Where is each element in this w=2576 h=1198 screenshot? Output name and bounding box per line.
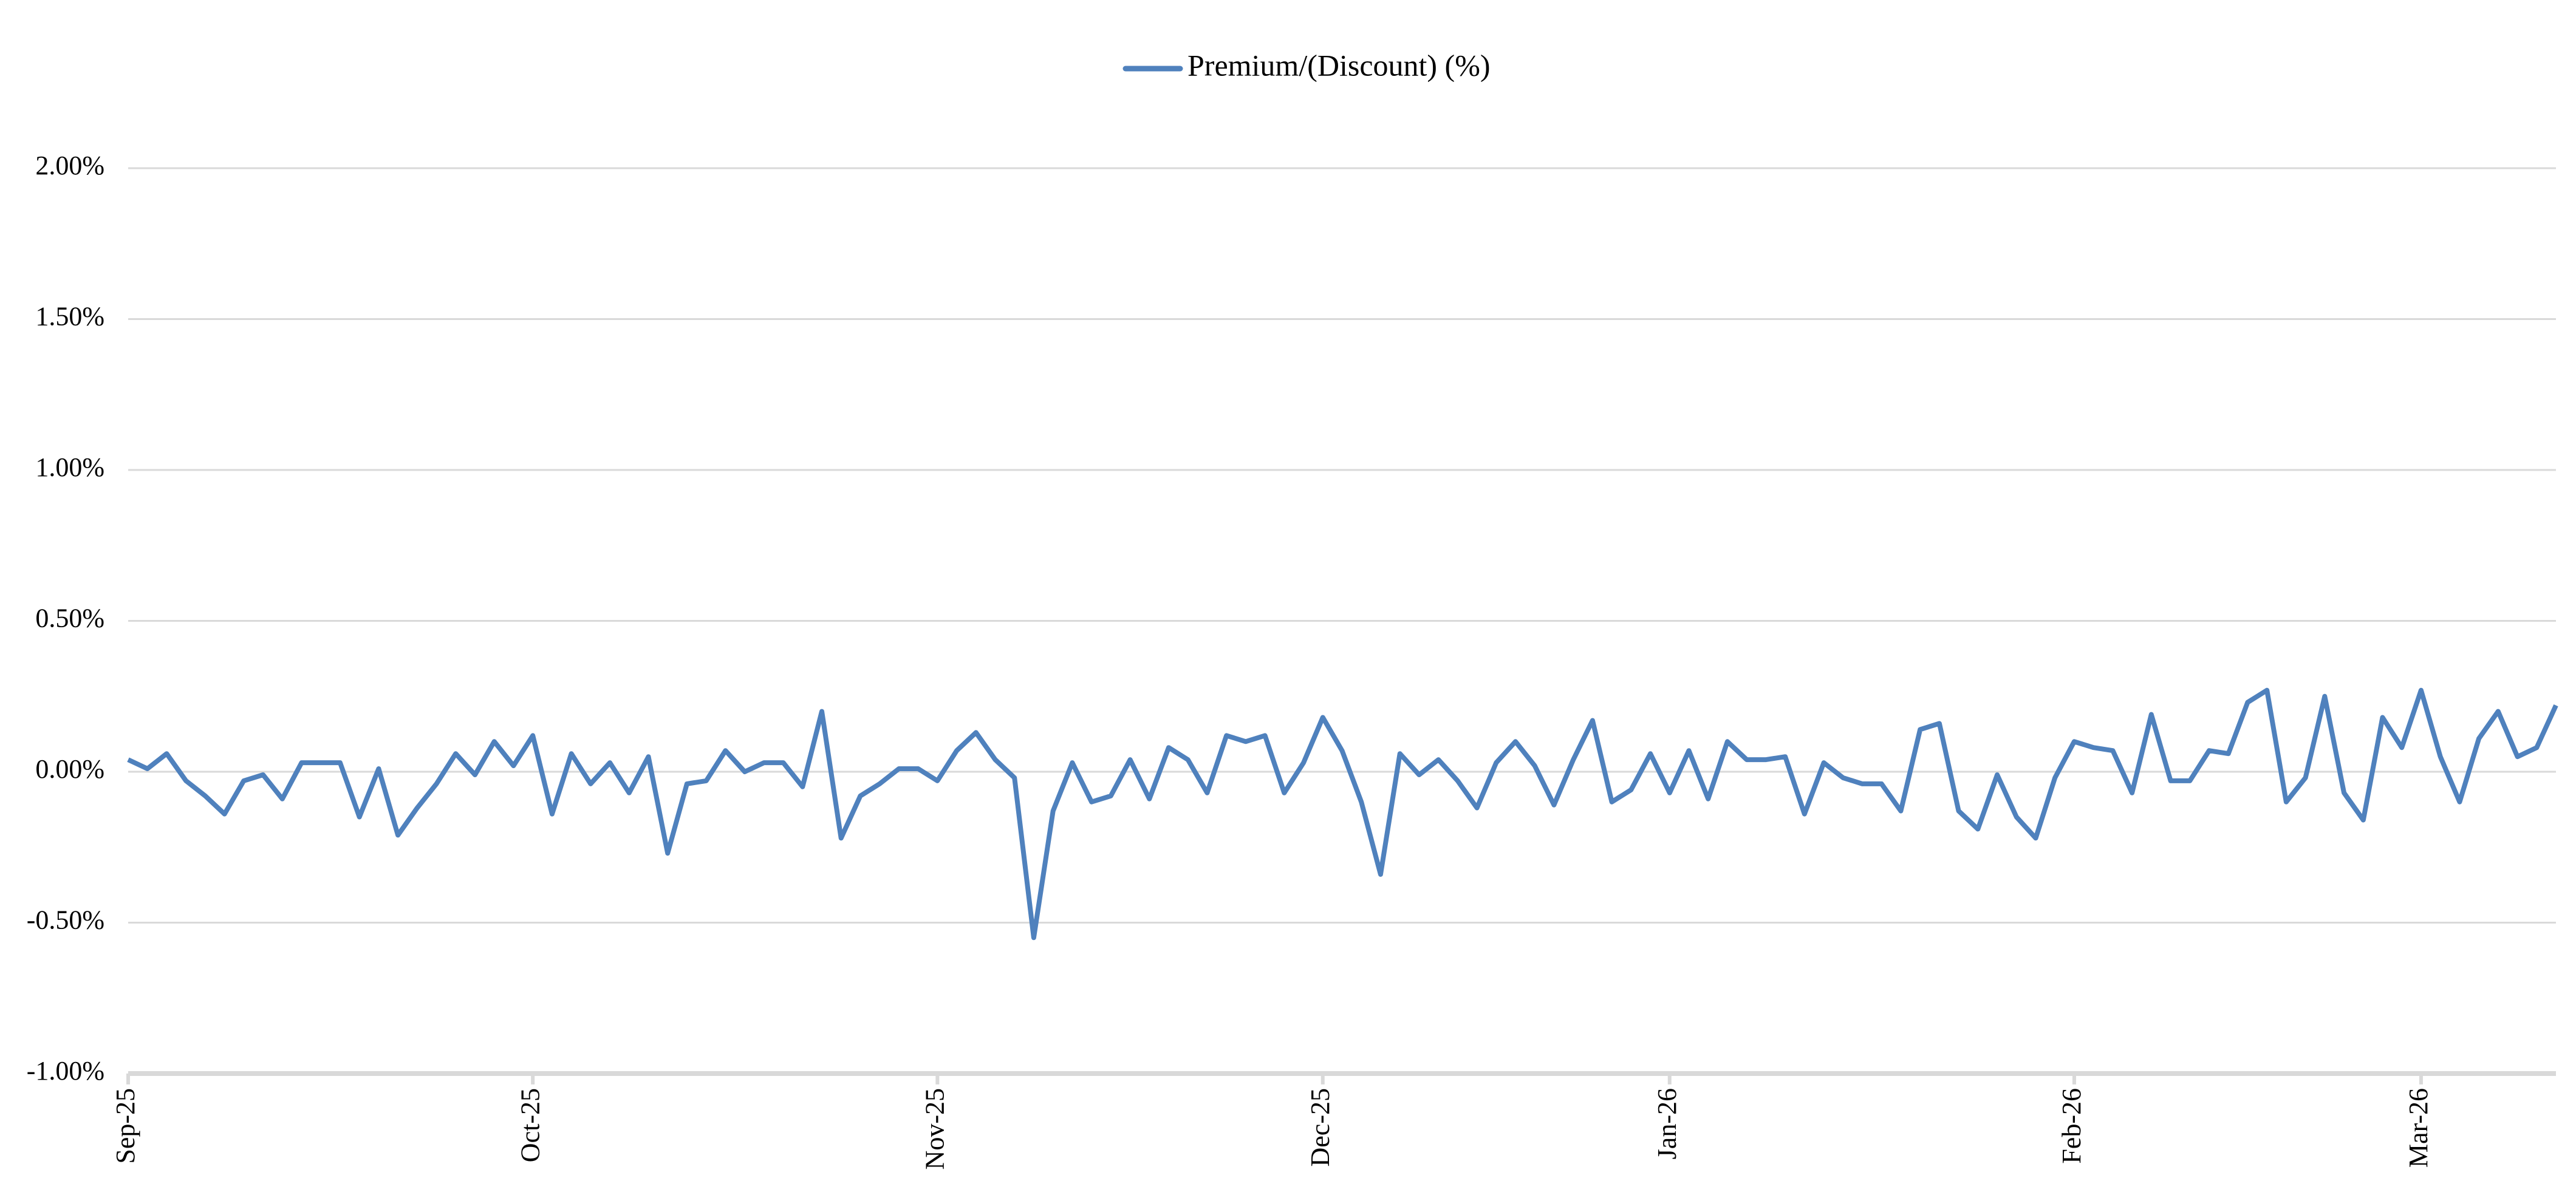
y-tick-label: 2.00% bbox=[35, 151, 104, 180]
y-tick-label: -1.00% bbox=[27, 1056, 104, 1086]
y-tick-label: 0.00% bbox=[35, 754, 104, 784]
x-tick-label: Feb-26 bbox=[2057, 1088, 2086, 1164]
x-tick-label: Dec-25 bbox=[1305, 1088, 1335, 1167]
y-tick-label: 0.50% bbox=[35, 604, 104, 633]
x-tick-label: Nov-25 bbox=[920, 1088, 949, 1169]
x-tick-label: Jan-26 bbox=[1652, 1088, 1682, 1159]
legend-label: Premium/(Discount) (%) bbox=[1187, 48, 1491, 82]
x-tick-label: Mar-26 bbox=[2403, 1088, 2433, 1168]
data-line bbox=[127, 687, 2558, 941]
y-tick-label: 1.50% bbox=[35, 302, 104, 332]
y-tick-label: -0.50% bbox=[27, 905, 104, 935]
y-tick-label: 1.00% bbox=[35, 452, 104, 482]
x-tick-label: Sep-25 bbox=[111, 1088, 140, 1164]
x-tick-label: Oct-25 bbox=[515, 1088, 545, 1162]
